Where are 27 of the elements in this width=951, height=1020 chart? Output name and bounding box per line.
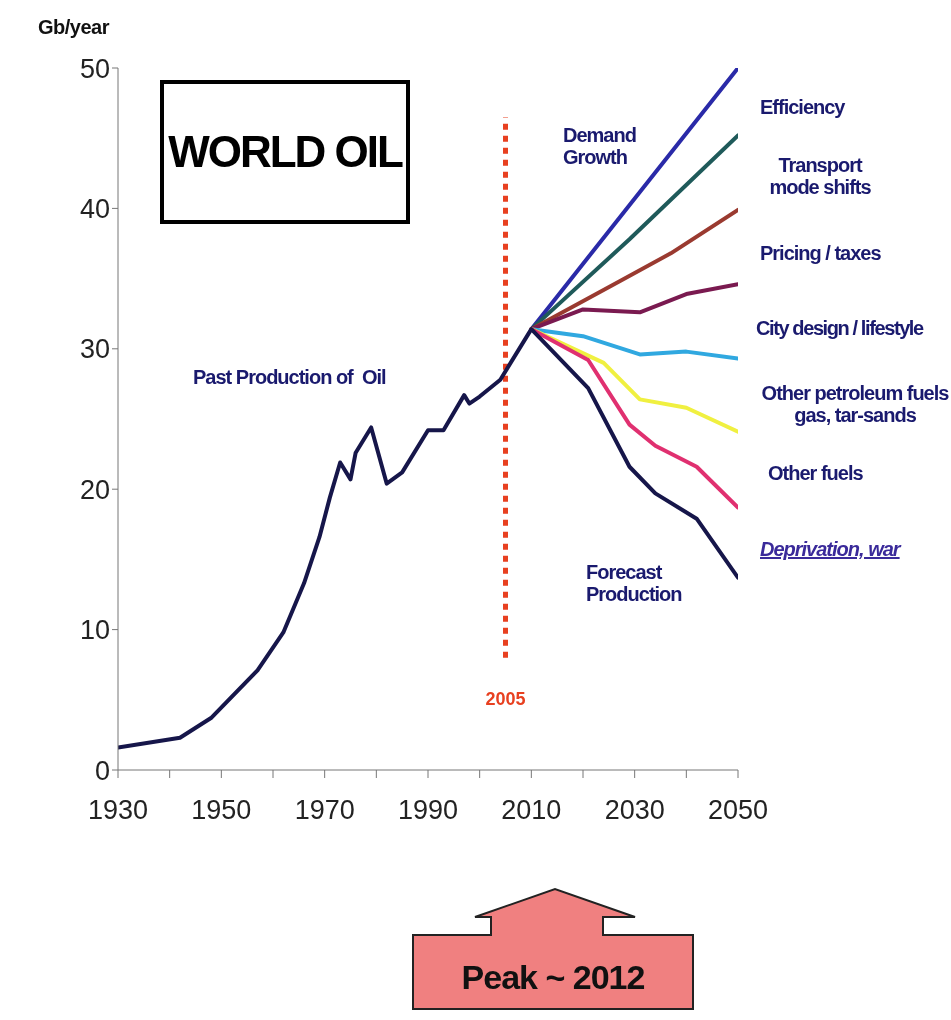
text: WORLD OIL xyxy=(160,80,410,224)
annotation: Forecast Production xyxy=(586,561,683,605)
y-tick-label: 30 xyxy=(79,334,110,365)
text: Other petroleum fuels gas, tar-sands xyxy=(760,382,950,426)
ref-line-label: 2005 xyxy=(485,689,526,710)
text: Peak ~ 2012 xyxy=(460,958,646,997)
y-axis-title: Gb/year xyxy=(38,16,109,39)
x-tick-label: 1970 xyxy=(294,795,355,826)
x-tick-label: 2030 xyxy=(604,795,665,826)
annotation: Past Production of Oil xyxy=(193,366,387,388)
text: Other fuels xyxy=(768,462,864,484)
y-tick-label: 40 xyxy=(79,193,110,224)
text: City design / lifestyle xyxy=(756,317,925,339)
x-tick-label: 1950 xyxy=(191,795,252,826)
x-tick-label: 1930 xyxy=(87,795,149,826)
x-tick-label: 2050 xyxy=(707,795,769,826)
text: Pricing / taxes xyxy=(760,242,882,264)
text: Deprivation, war xyxy=(760,538,903,560)
x-tick-label: 1990 xyxy=(397,795,459,826)
y-tick-label: 50 xyxy=(79,53,110,84)
y-tick-label: 0 xyxy=(94,755,110,786)
text: Efficiency xyxy=(760,96,846,118)
text: Transport mode shifts xyxy=(768,154,872,198)
y-tick-label: 20 xyxy=(79,474,110,505)
annotation: Demand Growth xyxy=(563,124,637,168)
y-tick-label: 10 xyxy=(79,615,110,646)
x-tick-label: 2010 xyxy=(501,795,562,826)
